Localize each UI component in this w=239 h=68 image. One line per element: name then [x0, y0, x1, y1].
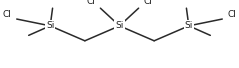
Text: Cl: Cl: [144, 0, 153, 6]
Text: Cl: Cl: [86, 0, 95, 6]
Text: Si: Si: [115, 21, 124, 30]
Text: Si: Si: [46, 21, 54, 30]
Text: Cl: Cl: [227, 10, 236, 19]
Text: Cl: Cl: [3, 10, 12, 19]
Text: Si: Si: [185, 21, 193, 30]
